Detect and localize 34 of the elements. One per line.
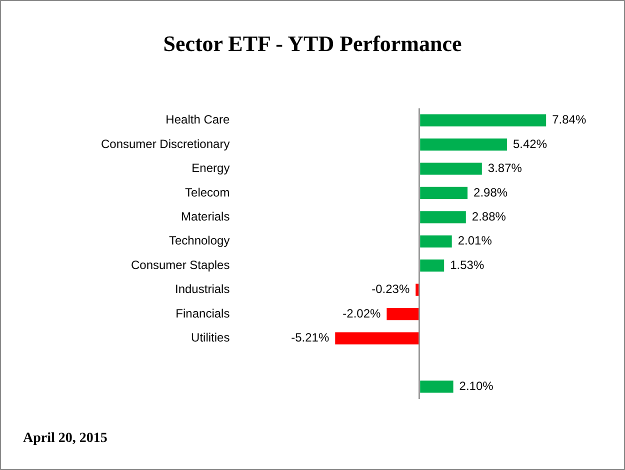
data-label: -0.23%	[372, 282, 410, 296]
data-label: 2.10%	[459, 379, 494, 394]
bar	[420, 235, 452, 248]
bar	[420, 380, 454, 393]
text: April 20, 2015	[23, 431, 108, 447]
bar	[420, 186, 468, 200]
y-tick-label: Technology	[168, 234, 230, 248]
data-label: 2.98%	[474, 185, 508, 200]
data-label: 2.88%	[472, 209, 506, 224]
bar	[335, 332, 419, 344]
data-label: 5.42%	[512, 136, 548, 151]
y-tick-label: Telecom	[185, 185, 230, 200]
y-tick-label: Industrials	[175, 282, 230, 296]
y-tick-label: Consumer Discretionary	[100, 136, 230, 151]
bar	[420, 114, 546, 126]
chart-title: Sector ETF - YTD Performance	[162, 31, 463, 57]
y-tick-label: Utilities	[191, 330, 230, 345]
y-tick-label: Financials	[176, 306, 230, 320]
y-tick-label: Energy	[192, 161, 230, 176]
y-tick-label: Health Care	[166, 112, 230, 127]
y-tick-label: Consumer Staples	[130, 258, 230, 272]
data-label: 1.53%	[450, 258, 484, 272]
bar	[386, 308, 419, 320]
bar	[416, 284, 419, 296]
y-tick-label: Materials	[181, 209, 230, 224]
data-label: -2.02%	[342, 306, 382, 320]
data-label: -5.21%	[291, 330, 330, 345]
bar	[420, 138, 507, 151]
data-label: 3.87%	[488, 161, 522, 176]
bar	[420, 211, 466, 224]
data-label: 7.84%	[552, 112, 586, 127]
bar	[420, 260, 444, 272]
data-label: 2.01%	[458, 234, 492, 248]
bar	[420, 162, 482, 175]
